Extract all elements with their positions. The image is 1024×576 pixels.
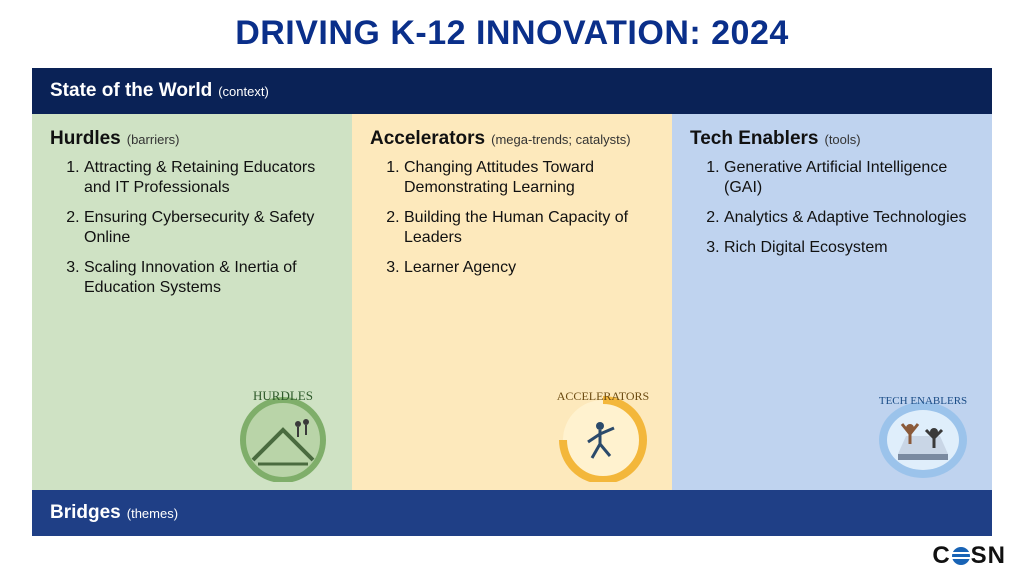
list-item: Rich Digital Ecosystem — [724, 238, 974, 258]
top-banner: State of the World (context) — [32, 68, 992, 114]
logo-text-right: SN — [971, 542, 1006, 570]
column-heading: Accelerators — [370, 128, 485, 150]
logo-text-left: C — [932, 542, 950, 570]
column-list: Generative Artificial Intelligence (GAI)… — [690, 158, 974, 258]
column-header: Tech Enablers (tools) — [690, 128, 974, 150]
list-item: Scaling Innovation & Inertia of Educatio… — [84, 258, 334, 298]
list-item: Building the Human Capacity of Leaders — [404, 208, 654, 248]
top-banner-sub: (context) — [218, 84, 269, 99]
column-list: Changing Attitudes Toward Demonstrating … — [370, 158, 654, 278]
bottom-banner-title: Bridges — [50, 502, 121, 524]
list-item: Ensuring Cybersecurity & Safety Online — [84, 208, 334, 248]
page-title: DRIVING K-12 INNOVATION: 2024 — [0, 0, 1024, 53]
list-item: Learner Agency — [404, 258, 654, 278]
column-heading: Tech Enablers — [690, 128, 818, 150]
column-subheading: (mega-trends; catalysts) — [491, 132, 630, 147]
columns: Hurdles (barriers) Attracting & Retainin… — [32, 114, 992, 490]
globe-icon — [952, 547, 970, 565]
column-header: Accelerators (mega-trends; catalysts) — [370, 128, 654, 150]
slide: DRIVING K-12 INNOVATION: 2024 State of t… — [0, 0, 1024, 576]
svg-text:ACCELERATORS: ACCELERATORS — [557, 389, 649, 403]
list-item: Analytics & Adaptive Technologies — [724, 208, 974, 228]
list-item: Changing Attitudes Toward Demonstrating … — [404, 158, 654, 198]
tech-enablers-badge-icon: TECH ENABLERS — [868, 382, 978, 482]
column-accelerators: Accelerators (mega-trends; catalysts) Ch… — [352, 114, 672, 490]
column-list: Attracting & Retaining Educators and IT … — [50, 158, 334, 298]
column-heading: Hurdles — [50, 128, 121, 150]
column-tech-enablers: Tech Enablers (tools) Generative Artific… — [672, 114, 992, 490]
svg-text:HURDLES: HURDLES — [253, 388, 313, 403]
column-hurdles: Hurdles (barriers) Attracting & Retainin… — [32, 114, 352, 490]
column-subheading: (tools) — [824, 132, 860, 147]
cosn-logo: C SN — [932, 542, 1006, 570]
list-item: Generative Artificial Intelligence (GAI) — [724, 158, 974, 198]
hurdles-badge-icon: HURDLES — [228, 382, 338, 482]
bottom-banner-sub: (themes) — [127, 506, 178, 521]
top-banner-title: State of the World — [50, 80, 212, 102]
accelerators-badge-icon: ACCELERATORS — [548, 382, 658, 482]
bottom-banner: Bridges (themes) — [32, 490, 992, 536]
svg-text:TECH ENABLERS: TECH ENABLERS — [879, 395, 967, 407]
content-frame: State of the World (context) Hurdles (ba… — [32, 68, 992, 536]
column-subheading: (barriers) — [127, 132, 180, 147]
list-item: Attracting & Retaining Educators and IT … — [84, 158, 334, 198]
column-header: Hurdles (barriers) — [50, 128, 334, 150]
